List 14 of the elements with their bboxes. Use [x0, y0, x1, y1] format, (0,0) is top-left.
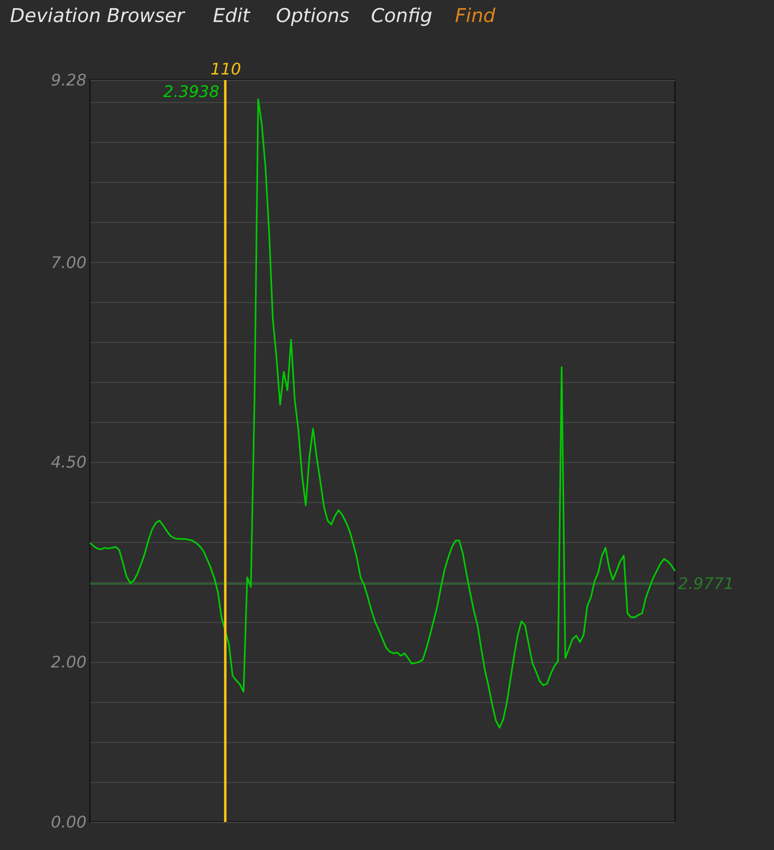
- y-tick-label: 7.00: [50, 252, 86, 272]
- text: Find: [455, 5, 496, 27]
- y-tick-label: 9.28: [50, 70, 86, 90]
- text: Deviation Browser: [10, 5, 186, 27]
- text: Options: [276, 5, 350, 27]
- text: Edit: [213, 5, 252, 27]
- x-tick-label: 110: [210, 60, 242, 78]
- line-series: [89, 98, 676, 728]
- y-tick-label: 2.00: [50, 652, 86, 672]
- ref-line-label: 2.9771: [678, 574, 734, 593]
- y-tick-label: 4.50: [50, 452, 86, 472]
- y-tick-label: 0.00: [50, 812, 86, 832]
- text: Config: [371, 5, 432, 27]
- annotation: 2.3938: [163, 82, 220, 101]
